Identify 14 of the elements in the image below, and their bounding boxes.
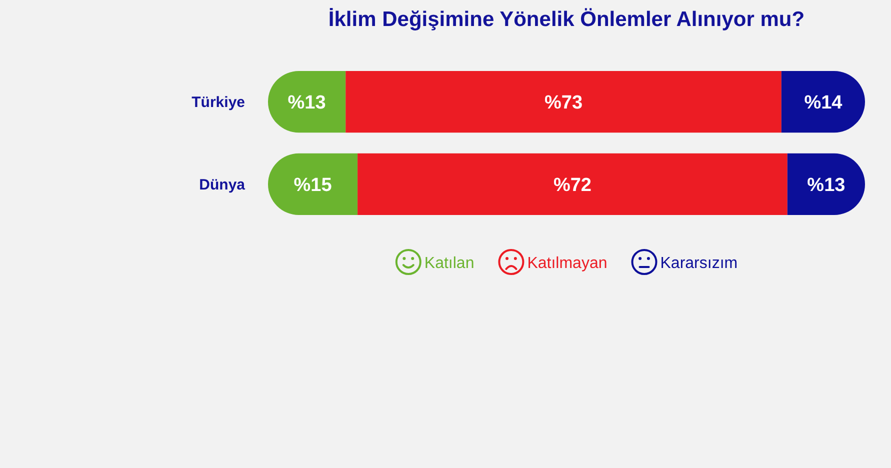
data-label: %15 bbox=[294, 175, 332, 196]
chart-title: İklim Değişimine Yönelik Önlemler Alınıyor mu? bbox=[328, 8, 805, 31]
legend-label: Katılan bbox=[424, 254, 474, 272]
data-label: %13 bbox=[807, 175, 846, 196]
y-tick-label: Dünya bbox=[199, 176, 246, 194]
bar bbox=[346, 71, 782, 133]
legend-label: Katılmayan bbox=[527, 254, 608, 272]
y-tick-label: Türkiye bbox=[192, 94, 245, 112]
data-label: %14 bbox=[804, 92, 843, 114]
legend-label: Kararsızım bbox=[660, 254, 738, 272]
bar bbox=[358, 153, 788, 215]
data-label: %13 bbox=[288, 92, 326, 114]
data-label: %73 bbox=[544, 92, 583, 114]
data-label: %72 bbox=[553, 175, 592, 196]
